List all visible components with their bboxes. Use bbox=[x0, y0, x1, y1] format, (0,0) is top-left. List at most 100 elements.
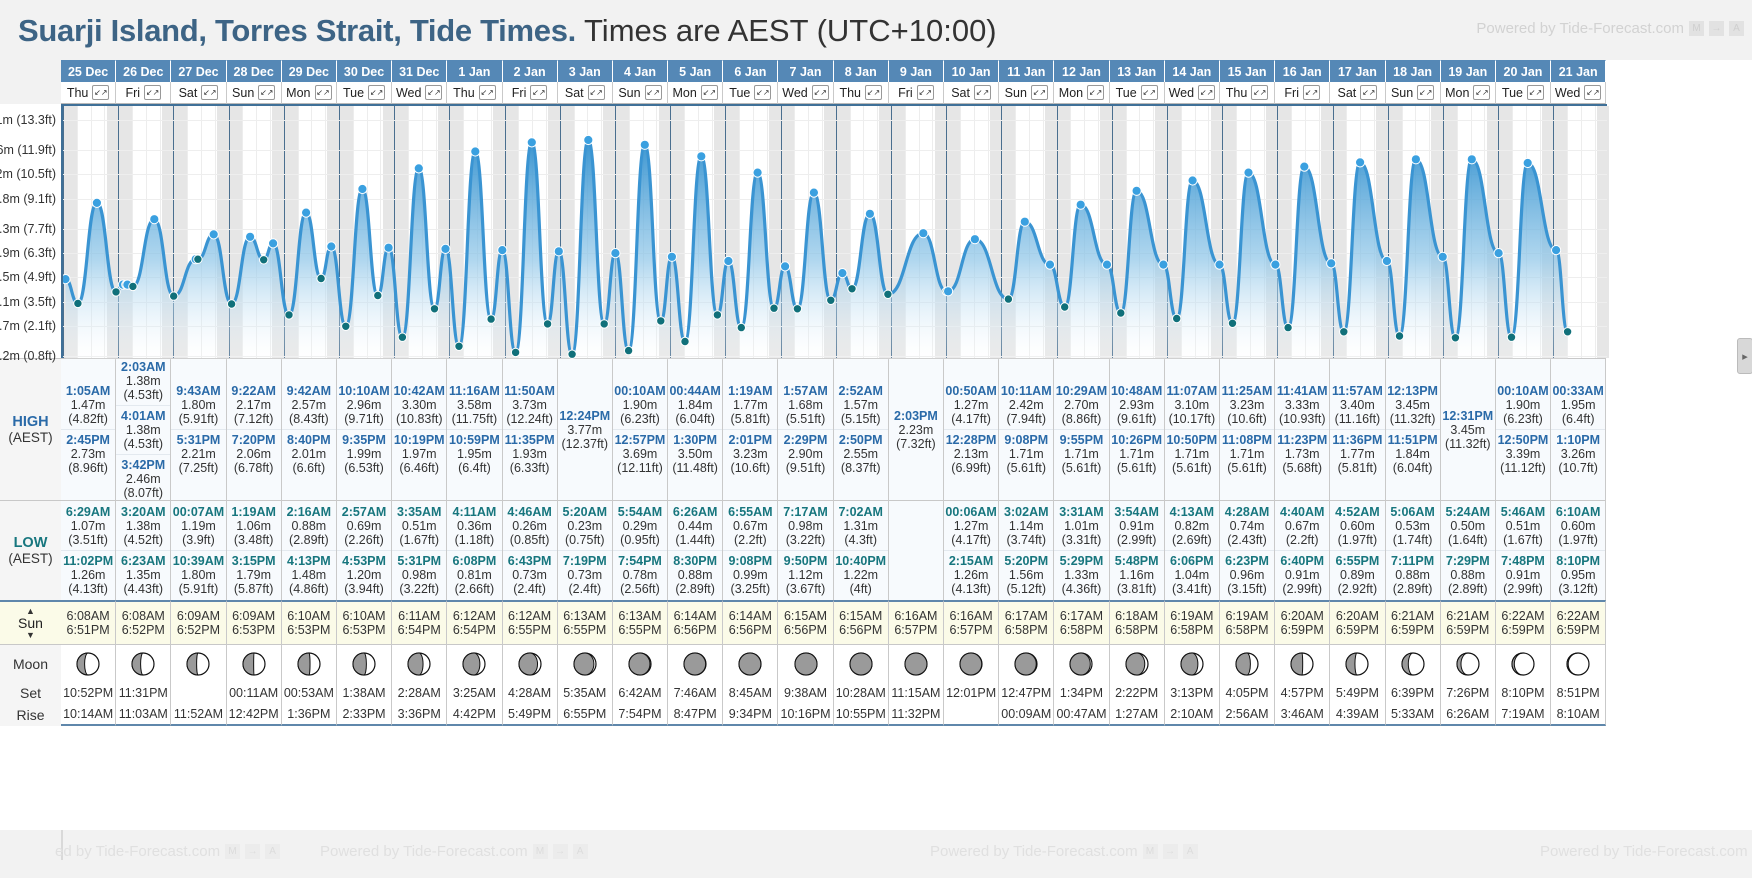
date-header-cell[interactable]: 8 Jan bbox=[833, 60, 889, 82]
date-header-cell[interactable]: 25 Dec bbox=[61, 60, 117, 82]
date-header-cell[interactable]: 31 Dec bbox=[392, 60, 448, 82]
expand-day-icon[interactable]: ↙↗ bbox=[314, 85, 332, 100]
date-header-cell[interactable]: 16 Jan bbox=[1275, 60, 1331, 82]
date-header-cell[interactable]: 6 Jan bbox=[723, 60, 779, 82]
moon-phase-icon bbox=[1456, 651, 1480, 676]
expand-day-icon[interactable]: ↙↗ bbox=[1527, 85, 1544, 100]
expand-day-icon[interactable]: ↙↗ bbox=[754, 85, 772, 100]
date-header-cell[interactable]: 26 Dec bbox=[116, 60, 172, 82]
date-header-cell[interactable]: 29 Dec bbox=[281, 60, 337, 82]
date-header-cell[interactable]: 18 Jan bbox=[1385, 60, 1441, 82]
expand-day-icon[interactable]: ↙↗ bbox=[1198, 85, 1216, 100]
day-separator bbox=[835, 106, 837, 358]
expand-day-icon[interactable]: ↙↗ bbox=[1251, 85, 1269, 100]
high-tide-time: 3:42PM bbox=[121, 457, 166, 472]
expand-day-icon[interactable]: ↙↗ bbox=[644, 85, 662, 100]
sunset-time: 6:56PM bbox=[783, 623, 828, 637]
low-tide-time: 9:50PM bbox=[783, 554, 828, 568]
sunrise-time: 6:09AM bbox=[176, 609, 221, 623]
date-header-cell[interactable]: 20 Jan bbox=[1495, 60, 1552, 82]
day-columns-viewport[interactable]: 25 Dec 26 Dec 27 Dec 28 Dec 29 Dec 30 Dec 31 D… bbox=[61, 60, 1752, 726]
date-header-cell[interactable]: 12 Jan bbox=[1054, 60, 1110, 82]
expand-day-icon[interactable]: ↙↗ bbox=[1584, 85, 1602, 100]
date-header-cell[interactable]: 1 Jan bbox=[447, 60, 503, 82]
low-tide-event: 5:06AM 0.53m (1.74ft) bbox=[1386, 504, 1440, 548]
expand-day-icon[interactable]: ↙↗ bbox=[1303, 85, 1320, 100]
expand-day-icon[interactable]: ↙↗ bbox=[700, 85, 718, 100]
high-tide-event: 00:33AM 1.95m (6.4ft) bbox=[1551, 383, 1605, 427]
high-tide-point bbox=[808, 187, 820, 198]
date-header-cell[interactable]: 5 Jan bbox=[668, 60, 724, 82]
expand-day-icon[interactable]: ↙↗ bbox=[368, 85, 386, 100]
expand-day-icon[interactable]: ↙↗ bbox=[1030, 85, 1048, 100]
date-header-cell[interactable]: 3 Jan bbox=[557, 60, 613, 82]
night-band bbox=[1155, 106, 1167, 358]
low-tide-height-ft: (2.66ft) bbox=[454, 582, 495, 596]
high-tide-event: 11:25AM 3.23m (10.6ft) bbox=[1220, 383, 1274, 427]
expand-day-icon[interactable]: ↙↗ bbox=[92, 85, 110, 100]
date-header-cell[interactable]: 11 Jan bbox=[999, 60, 1055, 82]
date-header-cell[interactable]: 27 Dec bbox=[171, 60, 227, 82]
expand-day-icon[interactable]: ↙↗ bbox=[1087, 85, 1105, 100]
day-separator bbox=[725, 106, 727, 358]
high-tide-height-ft: (4.53ft) bbox=[123, 436, 164, 451]
expand-day-icon[interactable]: ↙↗ bbox=[587, 85, 605, 100]
footer-watermark: ed by Tide-Forecast.com M → A bbox=[55, 843, 281, 860]
sun-cell: 6:09AM 6:52PM bbox=[171, 600, 227, 644]
date-header-cell[interactable]: 30 Dec bbox=[336, 60, 393, 82]
low-tide-cell: 4:40AM 0.67m (2.2ft) 6:40PM 0.91m (2.99ft) bbox=[1275, 500, 1331, 600]
date-header-cell[interactable]: 10 Jan bbox=[944, 60, 1000, 82]
low-tide-cell: 5:06AM 0.53m (1.74ft) 7:11PM 0.88m (2.89ft) bbox=[1385, 500, 1441, 600]
low-tide-height-m: 0.29m bbox=[622, 519, 658, 533]
page-header: Suarji Island, Torres Strait, Tide Times… bbox=[0, 0, 1752, 60]
chart-gridline-vertical bbox=[904, 106, 906, 358]
expand-day-icon[interactable]: ↙↗ bbox=[201, 85, 219, 100]
high-tide-height-ft: (6.46ft) bbox=[399, 461, 440, 475]
moonrise-cell: 12:42PM bbox=[226, 704, 282, 726]
date-header-cell[interactable]: 17 Jan bbox=[1330, 60, 1386, 82]
low-tide-event: 3:02AM 1.14m (3.74ft) bbox=[999, 504, 1053, 548]
date-header-cell[interactable]: 2 Jan bbox=[502, 60, 558, 82]
page-title-timezone: Times are AEST (UTC+10:00) bbox=[584, 13, 997, 48]
expand-day-icon[interactable]: ↙↗ bbox=[1360, 85, 1378, 100]
date-header-cell[interactable]: 7 Jan bbox=[778, 60, 834, 82]
date-header-cell[interactable]: 15 Jan bbox=[1219, 60, 1276, 82]
expand-day-icon[interactable]: ↙↗ bbox=[1140, 85, 1158, 100]
tide-chart[interactable] bbox=[61, 104, 1609, 360]
high-tide-height-m: 3.45m bbox=[1395, 398, 1430, 412]
expand-day-icon[interactable]: ↙↗ bbox=[1473, 85, 1491, 100]
high-tide-height-m: 3.33m bbox=[1284, 398, 1320, 412]
date-header-cell[interactable]: 19 Jan bbox=[1440, 60, 1496, 82]
expand-day-icon[interactable]: ↙↗ bbox=[864, 85, 882, 100]
y-axis-tick-label: 1.9m (6.3ft) bbox=[0, 246, 56, 261]
sun-cell: 6:14AM 6:56PM bbox=[668, 600, 724, 644]
expand-day-icon[interactable]: ↙↗ bbox=[425, 85, 443, 100]
date-header-cell[interactable]: 14 Jan bbox=[1164, 60, 1220, 82]
expand-day-icon[interactable]: ↙↗ bbox=[811, 85, 829, 100]
date-header-cell[interactable]: 9 Jan bbox=[888, 60, 944, 82]
expand-day-icon[interactable]: ↙↗ bbox=[1417, 85, 1435, 100]
high-tide-point bbox=[583, 134, 594, 146]
expand-day-icon[interactable]: ↙↗ bbox=[258, 85, 276, 100]
expand-day-icon[interactable]: ↙↗ bbox=[144, 85, 162, 100]
expand-day-icon[interactable]: ↙↗ bbox=[478, 85, 496, 100]
expand-day-icon[interactable]: ↙↗ bbox=[530, 85, 548, 100]
date-header-cell[interactable]: 13 Jan bbox=[1109, 60, 1165, 82]
chart-scroll-handle[interactable]: ▸ bbox=[1737, 338, 1752, 374]
high-tide-height-m: 1.71m bbox=[1008, 447, 1044, 461]
low-tide-point bbox=[486, 314, 496, 324]
low-tide-height-m: 0.51m bbox=[1505, 519, 1541, 533]
sun-cell: 6:17AM 6:58PM bbox=[1054, 600, 1110, 644]
expand-day-icon[interactable]: ↙↗ bbox=[916, 85, 934, 100]
low-tide-point bbox=[1116, 308, 1126, 318]
high-tide-event: 2:03PM 2.23m (7.32ft) bbox=[889, 408, 943, 452]
expand-day-icon[interactable]: ↙↗ bbox=[973, 85, 991, 100]
high-tide-point bbox=[1270, 259, 1281, 270]
day-of-week-cell: Sat ↙↗ bbox=[944, 82, 1000, 104]
high-tide-point bbox=[969, 234, 981, 245]
date-header-cell[interactable]: 28 Dec bbox=[226, 60, 282, 82]
low-tide-height-m: 1.27m bbox=[953, 519, 989, 533]
date-header-cell[interactable]: 4 Jan bbox=[612, 60, 669, 82]
y-axis-tick-label: 3.2m (10.5ft) bbox=[0, 167, 56, 182]
date-header-cell[interactable]: 21 Jan bbox=[1551, 60, 1607, 82]
